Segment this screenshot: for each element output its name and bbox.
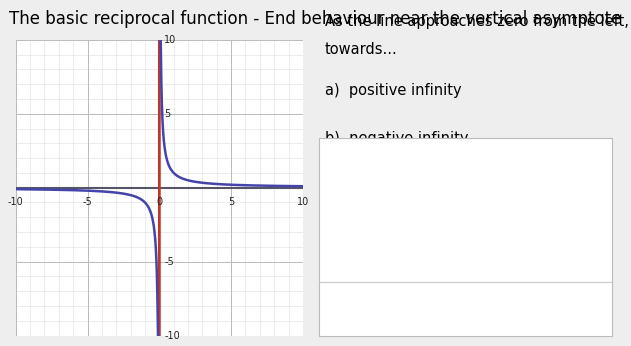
FancyBboxPatch shape xyxy=(310,286,372,332)
Text: -5: -5 xyxy=(164,257,174,267)
Text: towards...: towards... xyxy=(325,42,398,56)
Text: 5: 5 xyxy=(164,109,170,119)
Text: -10: -10 xyxy=(8,197,23,207)
Text: 🎤: 🎤 xyxy=(379,304,385,314)
Text: The basic reciprocal function - End behaviour near the vertical asymptote: The basic reciprocal function - End beha… xyxy=(9,10,622,28)
Text: Share With Class: Share With Class xyxy=(490,302,603,315)
Text: b)  negative infinity: b) negative infinity xyxy=(325,131,468,146)
FancyBboxPatch shape xyxy=(392,286,459,332)
Text: -5: -5 xyxy=(83,197,92,207)
Text: 10: 10 xyxy=(164,35,177,45)
Text: √±: √± xyxy=(418,304,434,314)
Text: a)  positive infinity: a) positive infinity xyxy=(325,83,462,98)
Text: 0: 0 xyxy=(156,197,162,207)
FancyBboxPatch shape xyxy=(351,286,413,332)
Text: 5: 5 xyxy=(228,197,234,207)
Text: 10: 10 xyxy=(297,197,309,207)
Text: -10: -10 xyxy=(164,331,180,340)
FancyBboxPatch shape xyxy=(477,286,615,332)
Text: 🖼: 🖼 xyxy=(338,304,344,314)
Text: As the line approaches zero from the left, it is going: As the line approaches zero from the lef… xyxy=(325,14,631,29)
